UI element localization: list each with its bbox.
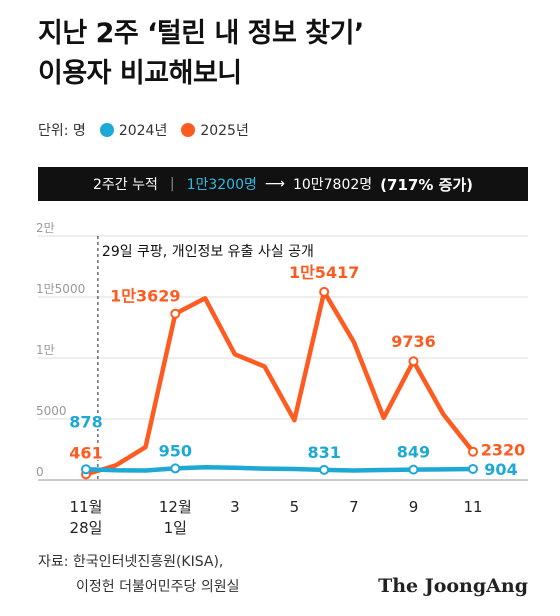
chart-title: 지난 2주 ‘털린 내 정보 찾기’ 이용자 비교해보니	[38, 14, 364, 94]
y-tick-label: 0	[36, 465, 44, 479]
data-label-2024: 904	[484, 460, 517, 479]
summary-arrow-icon: ⟶	[264, 176, 285, 192]
data-label-2024: 950	[159, 441, 192, 460]
data-label-2025: 461	[69, 443, 102, 462]
publisher-logo: The JoongAng	[378, 575, 528, 597]
data-point	[319, 464, 330, 475]
legend-2024-marker	[99, 123, 114, 137]
title-line-2: 이용자 비교해보니	[38, 58, 242, 89]
summary-divider: |	[169, 176, 175, 192]
data-label-2024: 831	[307, 443, 340, 462]
data-point	[170, 308, 181, 319]
data-point	[468, 463, 478, 474]
series-2025-line	[83, 289, 476, 477]
data-point	[408, 464, 419, 475]
source-line-2: 이정헌 더불어민주당 의원실	[76, 579, 240, 595]
summary-2024-total: 1만3200명	[186, 177, 257, 193]
x-tick-label-line2: 1일	[164, 519, 187, 537]
x-tick-label: 12월	[159, 498, 192, 516]
source-line-1: 자료: 한국인터넷진흥원(KISA),	[38, 554, 224, 570]
y-tick-label: 5000	[36, 404, 67, 418]
data-label-2025: 9736	[391, 332, 436, 351]
x-tick-label: 5	[290, 498, 300, 516]
data-point	[319, 286, 330, 297]
unit-label: 단위: 명	[38, 123, 86, 139]
summary-2025-total: 10만7802명	[292, 177, 373, 193]
y-tick-label: 1만	[36, 343, 55, 357]
x-tick-label: 11월	[70, 498, 103, 516]
data-point	[408, 356, 419, 367]
x-tick-label: 7	[349, 498, 359, 516]
x-tick-label: 9	[409, 498, 419, 516]
data-label-2024: 849	[397, 443, 430, 462]
legend-2025-label: 2025년	[200, 123, 249, 139]
legend: 단위: 명 2024년 2025년	[38, 120, 249, 140]
data-point	[170, 463, 181, 474]
summary-banner: 2주간 누적 | 1만3200명 ⟶ 10만7802명 (717% 증가)	[38, 167, 528, 201]
data-label-2025: 2320	[481, 441, 526, 460]
summary-change: (717% 증가)	[380, 175, 474, 194]
summary-label: 2주간 누적	[92, 177, 158, 193]
legend-2025-marker	[181, 123, 196, 137]
data-label-2025: 1만5417	[289, 263, 359, 282]
data-point	[468, 446, 478, 457]
y-tick-label: 1만5000	[36, 282, 85, 296]
legend-2024-label: 2024년	[118, 123, 168, 139]
source-note: 자료: 한국인터넷진흥원(KISA), 이정헌 더불어민주당 의원실	[38, 550, 239, 600]
x-tick-label: 11	[463, 498, 482, 516]
x-tick-label-line2: 28일	[70, 519, 103, 537]
annotation-label: 29일 쿠팡, 개인정보 유출 사실 공개	[102, 244, 314, 260]
data-label-2024: 878	[69, 412, 102, 431]
data-point	[81, 464, 91, 475]
title-line-1: 지난 2주 ‘털린 내 정보 찾기’	[38, 18, 364, 49]
x-tick-label: 3	[230, 498, 240, 516]
data-label-2025: 1만3629	[110, 287, 180, 306]
y-tick-label: 2만	[36, 221, 55, 235]
